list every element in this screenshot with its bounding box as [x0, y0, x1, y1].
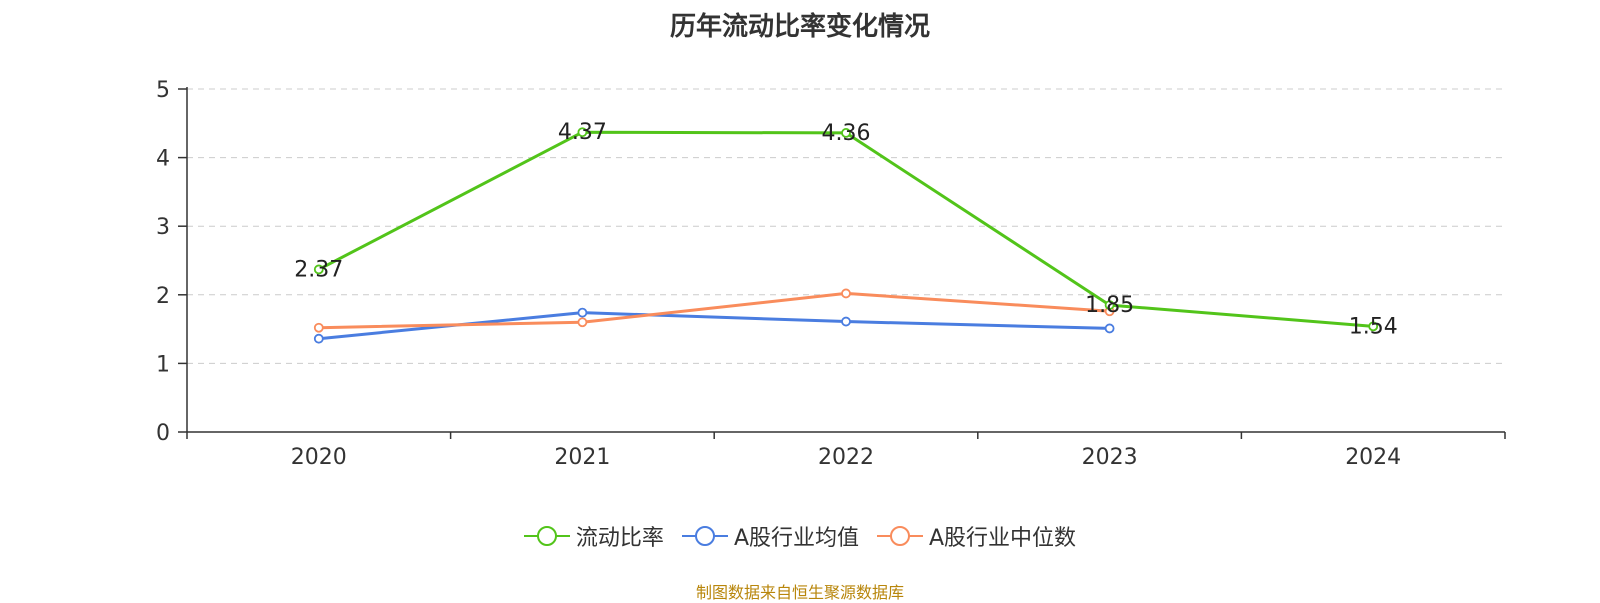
data-point	[841, 288, 851, 299]
data-label: 2.37	[294, 257, 343, 282]
legend-marker-orange-icon	[877, 526, 923, 546]
chart-title: 历年流动比率变化情况	[669, 12, 930, 42]
x-tick-label: 2023	[1082, 445, 1138, 470]
series-line	[318, 291, 1110, 330]
data-point	[841, 316, 851, 327]
data-point	[577, 317, 588, 328]
y-tick-label: 4	[156, 147, 170, 172]
x-tick-label: 2022	[818, 445, 874, 470]
legend-label: A股行业中位数	[929, 526, 1077, 551]
data-point	[313, 264, 324, 275]
legend-marker-green-icon	[523, 526, 570, 546]
axes: 0 1 2 3 4 5 2020 2021 2022 2023 2024	[156, 78, 1506, 470]
data-point	[841, 128, 851, 138]
legend-label: A股行业均值	[733, 526, 859, 551]
legend-item-industry-mean[interactable]: A股行业均值	[681, 520, 859, 552]
data-label: 4.36	[822, 121, 871, 146]
data-label: 4.37	[558, 120, 607, 145]
x-tick-label: 2024	[1345, 445, 1401, 470]
legend-item-industry-median[interactable]: A股行业中位数	[877, 520, 1076, 552]
data-label: 1.54	[1349, 314, 1398, 339]
y-tick-label: 2	[156, 284, 170, 309]
y-tick-label: 0	[156, 421, 170, 446]
data-point	[1104, 323, 1115, 334]
data-point	[577, 127, 588, 138]
legend-item-current-ratio[interactable]: 流动比率	[523, 520, 664, 552]
y-tick-label: 5	[156, 78, 170, 103]
data-source-note: 制图数据来自恒生聚源数据库	[695, 583, 904, 602]
data-point	[1104, 300, 1115, 310]
data-point	[313, 333, 324, 344]
legend-label: 流动比率	[575, 526, 664, 551]
data-point	[577, 307, 588, 318]
data-point	[1368, 321, 1379, 332]
data-label: 1.85	[1085, 293, 1134, 318]
x-tick-label: 2020	[291, 445, 347, 470]
legend: 流动比率 A股行业均值 A股行业中位数	[0, 520, 1600, 552]
series-lines	[313, 127, 1379, 344]
legend-marker-blue-icon	[681, 526, 728, 546]
y-tick-label: 3	[156, 215, 170, 240]
y-tick-label: 1	[156, 352, 170, 377]
data-point	[313, 322, 324, 333]
data-labels: 2.37 4.37 4.36 1.85 1.54	[294, 120, 1397, 339]
x-tick-label: 2021	[554, 445, 610, 470]
